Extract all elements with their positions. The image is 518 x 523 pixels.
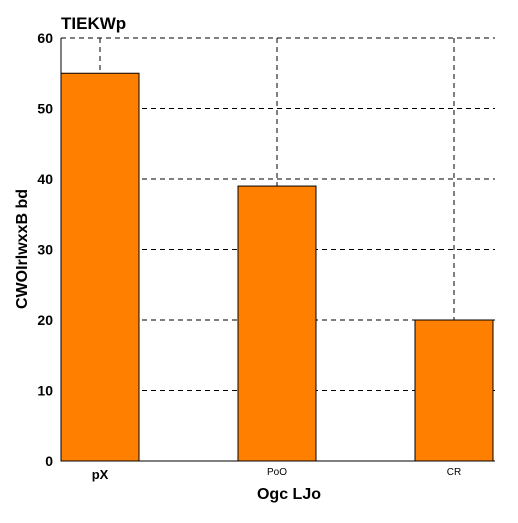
y-tick-label: 50: [37, 101, 53, 117]
bar: [237, 185, 317, 462]
x-tick-label: CR: [447, 467, 461, 478]
y-axis-label: CWOIrlwxxB bd: [14, 189, 31, 309]
bar: [60, 72, 140, 462]
bar: [414, 319, 494, 462]
y-tick-label: 60: [37, 30, 53, 46]
axes-layer: [60, 38, 495, 462]
y-tick-label: 40: [37, 171, 53, 187]
y-tick-label: 20: [37, 312, 53, 328]
x-axis-label: Ogc LJo: [257, 486, 321, 503]
y-tick-label: 0: [45, 453, 53, 469]
x-tick-label: pX: [92, 467, 109, 482]
chart-title: TIEKWp: [61, 14, 126, 33]
x-tick-label: PoO: [267, 467, 287, 478]
bars-layer: [60, 72, 494, 462]
y-tick-labels: 0 10 20 30 40 50 60: [37, 30, 53, 469]
x-tick-labels: pX PoO CR: [92, 467, 462, 482]
y-tick-label: 10: [37, 383, 53, 399]
y-tick-label: 30: [37, 242, 53, 258]
